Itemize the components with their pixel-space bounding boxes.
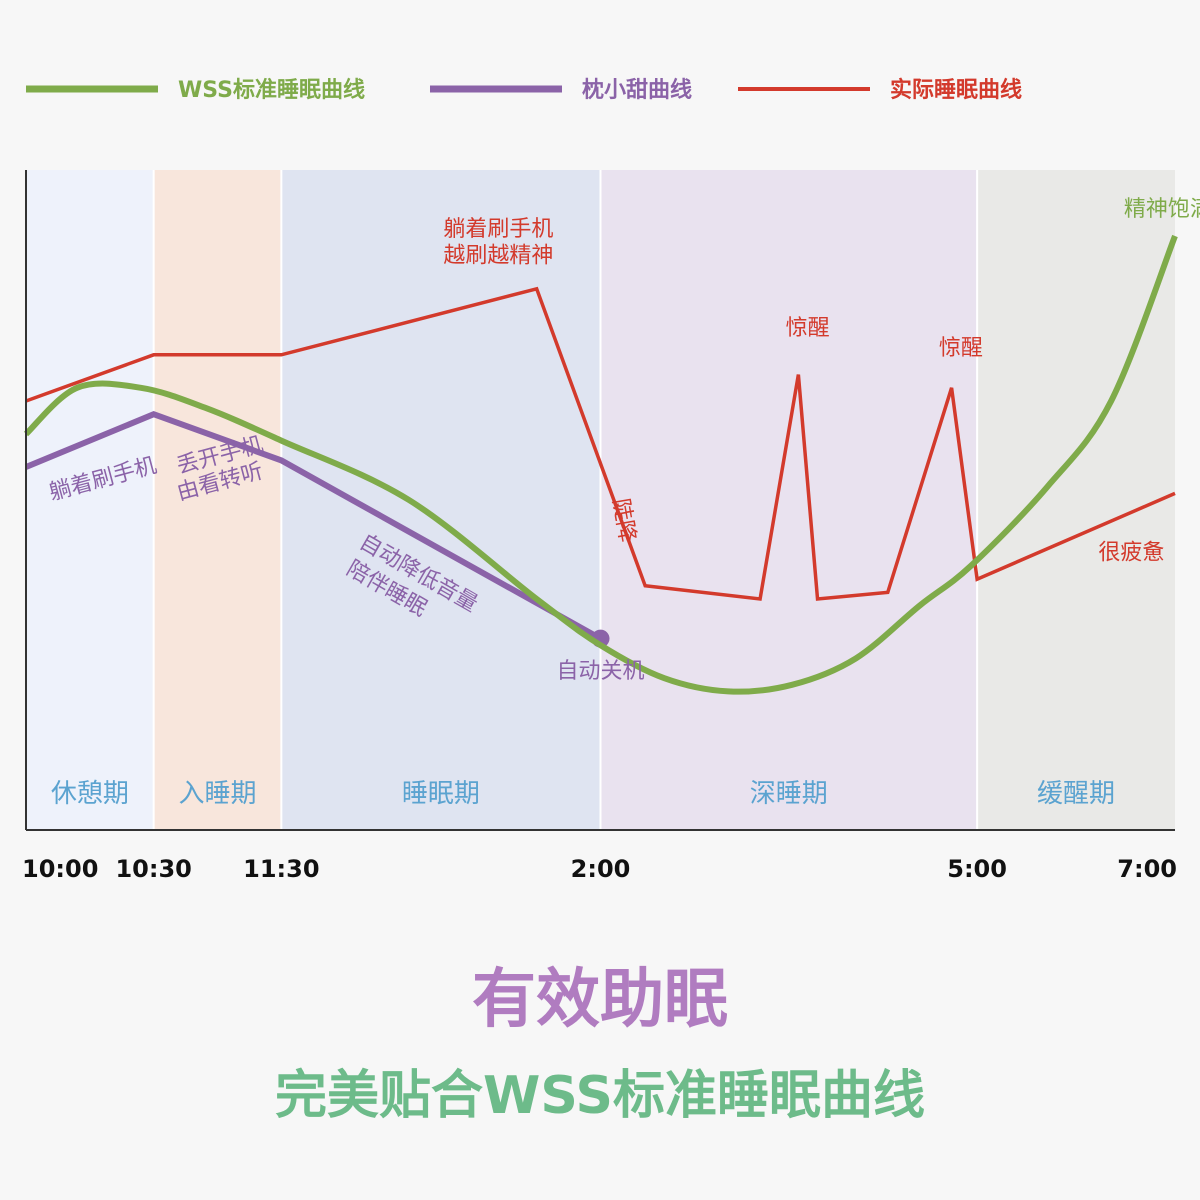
annotation-s2-1: 越刷越精神 [443, 243, 553, 268]
x-tick-label-5: 7:00 [1117, 855, 1177, 883]
legend-label-0: WSS标准睡眠曲线 [178, 77, 365, 103]
phase-label-4: 缓醒期 [1037, 779, 1115, 809]
annotation-s2-3: 惊醒 [786, 316, 830, 341]
series-line-0 [23, 234, 1178, 695]
chart-title: 有效助眠 [472, 963, 728, 1037]
x-tick-label-3: 2:00 [571, 855, 631, 883]
annotation-s0-0: 精神饱满 [1124, 197, 1200, 222]
axes: 10:00 10:30 11:30 2:00 5:00 7:00 [22, 170, 1177, 883]
phase-label-3: 深睡期 [750, 779, 828, 809]
x-tick-label-4: 5:00 [947, 855, 1007, 883]
phase-band-1 [153, 170, 282, 830]
annotation-s2-4: 惊醒 [939, 336, 983, 361]
x-tick-label-2: 11:30 [243, 855, 319, 883]
annotation-s2-5: 很疲惫 [1098, 540, 1164, 565]
phase-label-0: 休憩期 [51, 779, 129, 809]
phase-band-0 [26, 170, 154, 830]
phase-band-3 [600, 170, 978, 830]
phase-bands: 休憩期 入睡期 睡眠期 深睡期 缓醒期 [26, 170, 1175, 830]
chart-subtitle: 完美贴合WSS标准睡眠曲线 [275, 1066, 925, 1126]
annotation-s1-5: 自动关机 [556, 659, 644, 684]
annotation-s2-0: 躺着刷手机 [443, 217, 553, 242]
series-lines [23, 234, 1178, 695]
series-line-1 [24, 410, 602, 642]
x-tick-label-0: 10:00 [22, 855, 98, 883]
phase-label-2: 睡眠期 [402, 779, 480, 809]
phase-label-1: 入睡期 [178, 779, 256, 809]
legend-label-1: 枕小甜曲线 [582, 77, 692, 103]
legend-label-2: 实际睡眠曲线 [890, 77, 1022, 103]
legend: WSS标准睡眠曲线 枕小甜曲线 实际睡眠曲线 [26, 77, 1022, 103]
phase-band-2 [281, 170, 601, 830]
x-tick-label-1: 10:30 [115, 855, 191, 883]
phase-band-4 [977, 170, 1175, 830]
series-line-2 [25, 286, 1176, 601]
